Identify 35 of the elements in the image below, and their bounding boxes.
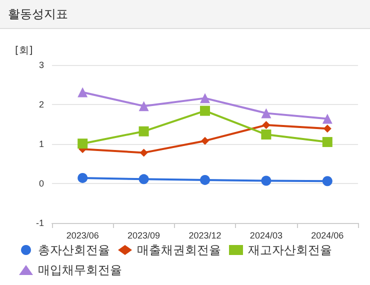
x-tick-label: 2023/09 bbox=[128, 230, 160, 240]
point bbox=[261, 176, 272, 186]
point bbox=[78, 138, 88, 149]
point bbox=[201, 136, 209, 145]
y-axis-title: [회] bbox=[15, 46, 33, 56]
x-tick-label: 2023/12 bbox=[188, 230, 222, 240]
legend-label: 매출채권회전율 bbox=[137, 243, 221, 257]
legend-label: 총자산회전율 bbox=[38, 243, 110, 257]
point bbox=[140, 148, 148, 157]
y-tick-label: 3 bbox=[38, 60, 44, 70]
point bbox=[200, 93, 210, 104]
point bbox=[322, 176, 332, 186]
y-tick-label: 2 bbox=[38, 100, 44, 110]
point bbox=[261, 108, 272, 118]
point bbox=[261, 130, 272, 140]
point bbox=[323, 124, 332, 133]
legend-label: 매입채무회전율 bbox=[38, 263, 122, 277]
y-tick-label: -1 bbox=[36, 218, 44, 228]
x-tick-label: 2024/03 bbox=[250, 230, 282, 240]
point bbox=[322, 137, 332, 148]
point bbox=[138, 174, 149, 184]
point bbox=[78, 87, 88, 98]
point bbox=[200, 106, 210, 116]
point bbox=[138, 101, 149, 112]
point bbox=[322, 114, 332, 124]
point bbox=[200, 174, 210, 185]
point bbox=[262, 121, 270, 130]
chart-title: 활동성지표 bbox=[0, 0, 370, 29]
y-tick-label: 1 bbox=[38, 139, 44, 149]
legend-label: 재고자산회전율 bbox=[248, 243, 332, 257]
point bbox=[138, 126, 149, 136]
y-tick-label: 0 bbox=[38, 178, 44, 188]
x-tick-label: 2024/06 bbox=[311, 230, 344, 240]
point bbox=[78, 172, 88, 183]
x-tick-label: 2023/06 bbox=[66, 230, 99, 240]
